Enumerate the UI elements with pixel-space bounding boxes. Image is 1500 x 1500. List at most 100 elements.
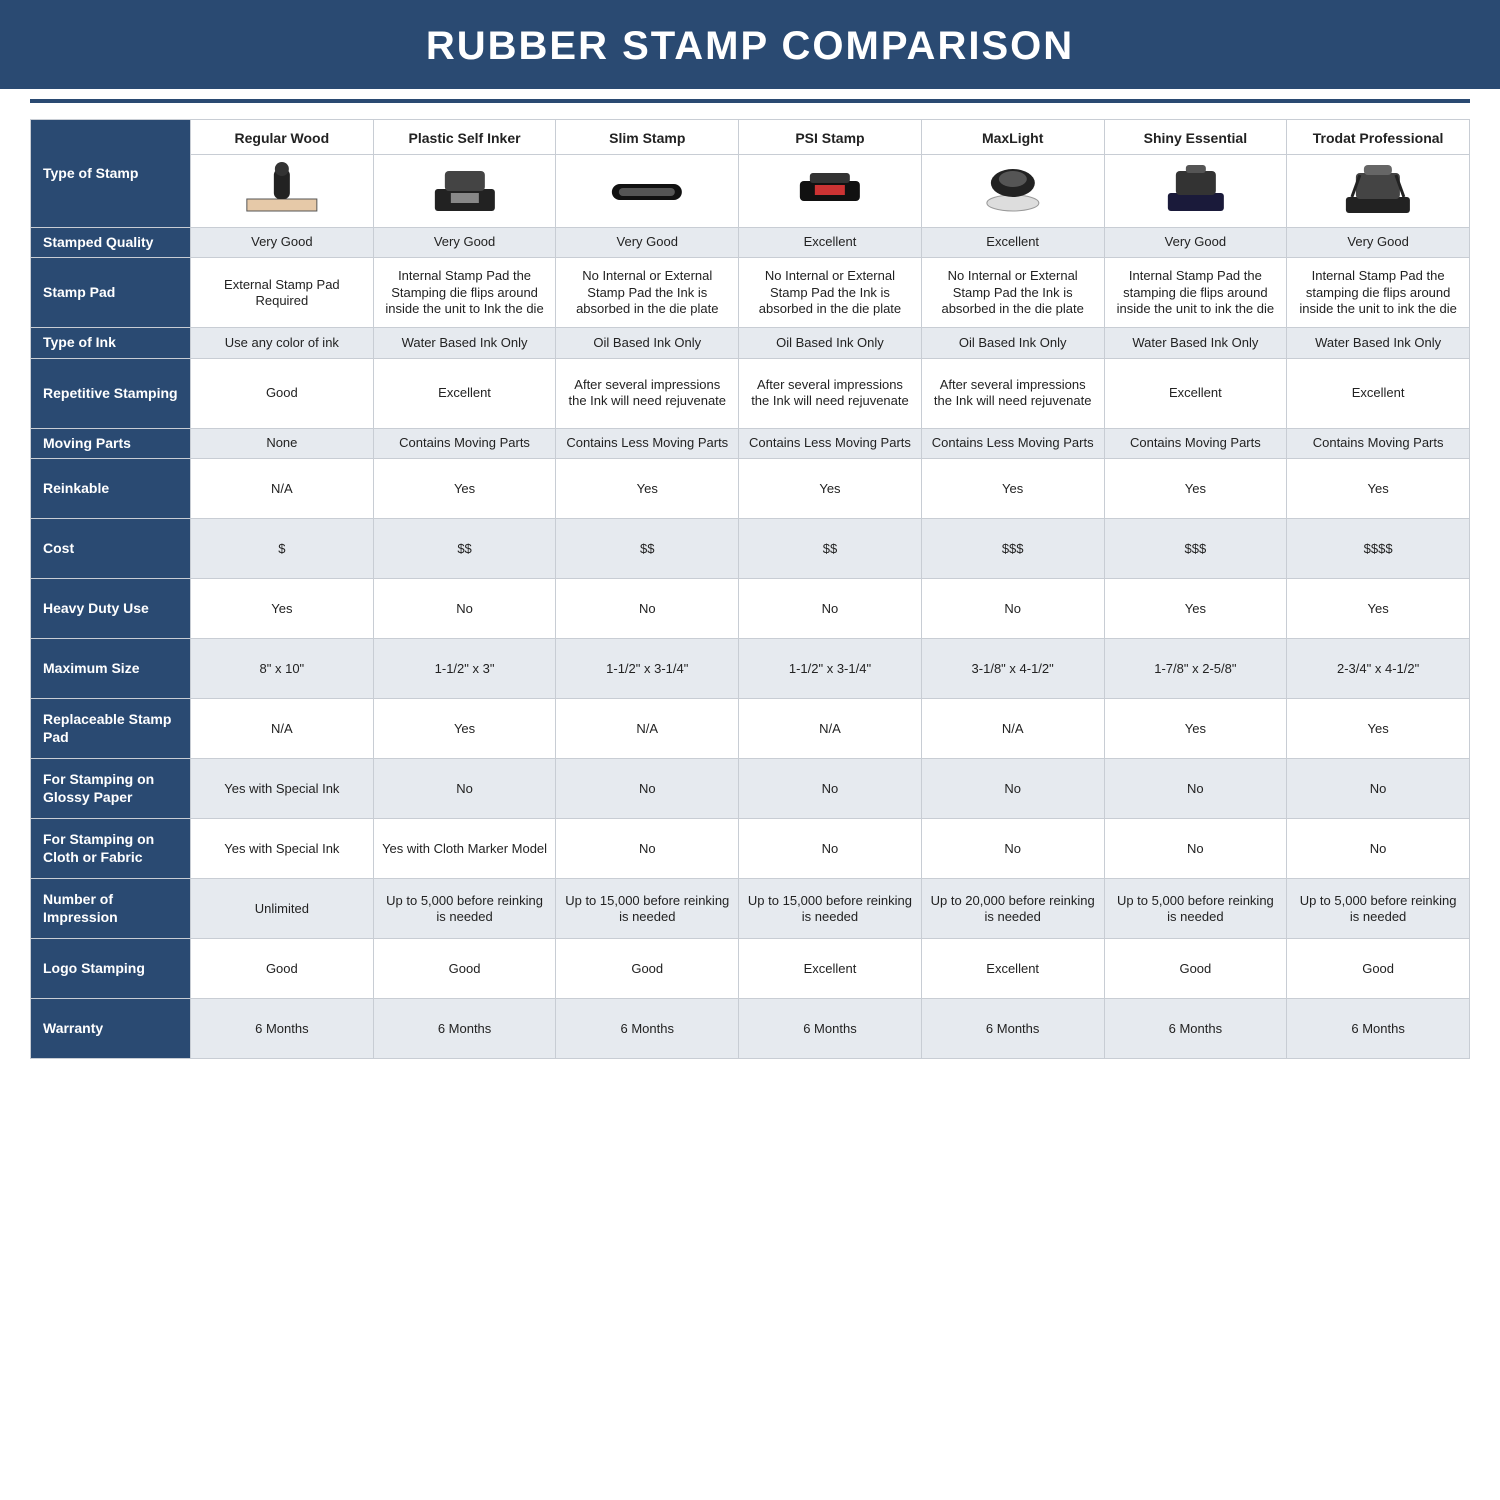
page-title: RUBBER STAMP COMPARISON: [0, 0, 1500, 89]
table-cell: Yes: [191, 579, 374, 639]
row-label: Maximum Size: [31, 639, 191, 699]
table-row: For Stamping on Cloth or FabricYes with …: [31, 819, 1470, 879]
table-row: Logo StampingGoodGoodGoodExcellentExcell…: [31, 939, 1470, 999]
table-cell: No: [921, 579, 1104, 639]
table-cell: Up to 5,000 before reinking is needed: [1287, 879, 1470, 939]
table-cell: Yes: [1104, 579, 1287, 639]
table-cell: Excellent: [1287, 358, 1470, 428]
stamp-image-slim-stamp: [556, 154, 739, 227]
table-cell: No: [1104, 819, 1287, 879]
table-cell: No: [1104, 759, 1287, 819]
table-cell: Contains Moving Parts: [1287, 428, 1470, 459]
table-cell: $$: [556, 519, 739, 579]
table-cell: Very Good: [556, 227, 739, 258]
table-cell: 6 Months: [739, 999, 922, 1059]
table-cell: Contains Moving Parts: [1104, 428, 1287, 459]
table-cell: Oil Based Ink Only: [739, 328, 922, 359]
table-cell: Water Based Ink Only: [373, 328, 556, 359]
table-cell: No Internal or External Stamp Pad the In…: [739, 258, 922, 328]
table-cell: Excellent: [921, 227, 1104, 258]
table-cell: No: [556, 819, 739, 879]
row-label: Stamp Pad: [31, 258, 191, 328]
table-cell: Yes: [373, 459, 556, 519]
table-cell: N/A: [191, 699, 374, 759]
stamp-image-plastic-self-inker: [373, 154, 556, 227]
row-label: Cost: [31, 519, 191, 579]
table-cell: Yes with Special Ink: [191, 819, 374, 879]
table-cell: Yes: [556, 459, 739, 519]
table-row: Maximum Size8" x 10"1-1/2" x 3"1-1/2" x …: [31, 639, 1470, 699]
table-cell: 2-3/4" x 4-1/2": [1287, 639, 1470, 699]
table-cell: Good: [556, 939, 739, 999]
table-row: Heavy Duty UseYesNoNoNoNoYesYes: [31, 579, 1470, 639]
table-cell: Unlimited: [191, 879, 374, 939]
table-cell: N/A: [921, 699, 1104, 759]
table-cell: $$$$: [1287, 519, 1470, 579]
table-cell: Yes: [1287, 699, 1470, 759]
table-cell: N/A: [739, 699, 922, 759]
stamp-image-shiny-essential: [1104, 154, 1287, 227]
table-cell: Water Based Ink Only: [1104, 328, 1287, 359]
comparison-table-wrap: Type of Stamp Regular Wood Plastic Self …: [0, 119, 1500, 1059]
table-cell: 1-7/8" x 2-5/8": [1104, 639, 1287, 699]
table-cell: Very Good: [1287, 227, 1470, 258]
table-cell: $$$: [1104, 519, 1287, 579]
table-cell: Yes: [373, 699, 556, 759]
table-row: Stamped QualityVery GoodVery GoodVery Go…: [31, 227, 1470, 258]
table-row: For Stamping on Glossy PaperYes with Spe…: [31, 759, 1470, 819]
row-label: Logo Stamping: [31, 939, 191, 999]
table-cell: Contains Less Moving Parts: [556, 428, 739, 459]
table-cell: 6 Months: [921, 999, 1104, 1059]
col-head-6: Trodat Professional: [1287, 120, 1470, 155]
row-label: Reinkable: [31, 459, 191, 519]
table-row: Cost$$$$$$$$$$$$$$$$$: [31, 519, 1470, 579]
col-head-4: MaxLight: [921, 120, 1104, 155]
table-row: Warranty6 Months6 Months6 Months6 Months…: [31, 999, 1470, 1059]
table-cell: No: [739, 759, 922, 819]
table-cell: 6 Months: [1104, 999, 1287, 1059]
col-head-3: PSI Stamp: [739, 120, 922, 155]
row-label: For Stamping on Glossy Paper: [31, 759, 191, 819]
table-cell: N/A: [191, 459, 374, 519]
table-cell: 6 Months: [556, 999, 739, 1059]
table-cell: Oil Based Ink Only: [921, 328, 1104, 359]
table-cell: Excellent: [739, 227, 922, 258]
row-label: Repetitive Stamping: [31, 358, 191, 428]
table-cell: Up to 5,000 before reinking is needed: [373, 879, 556, 939]
row-label: For Stamping on Cloth or Fabric: [31, 819, 191, 879]
row-label: Number of Impression: [31, 879, 191, 939]
table-cell: Yes: [1104, 459, 1287, 519]
table-cell: No: [1287, 819, 1470, 879]
table-cell: Up to 20,000 before reinking is needed: [921, 879, 1104, 939]
table-cell: 1-1/2" x 3-1/4": [739, 639, 922, 699]
table-row: Replaceable Stamp PadN/AYesN/AN/AN/AYesY…: [31, 699, 1470, 759]
table-row: ReinkableN/AYesYesYesYesYesYes: [31, 459, 1470, 519]
table-cell: Excellent: [921, 939, 1104, 999]
table-row: Repetitive StampingGood Excellent After se…: [31, 358, 1470, 428]
table-cell: No: [739, 819, 922, 879]
table-cell: Yes: [1287, 579, 1470, 639]
row-label-type: Type of Stamp: [31, 120, 191, 228]
table-cell: $$: [373, 519, 556, 579]
table-cell: No: [373, 579, 556, 639]
table-cell: $$: [739, 519, 922, 579]
row-label: Stamped Quality: [31, 227, 191, 258]
table-cell: External Stamp Pad Required: [191, 258, 374, 328]
table-cell: Water Based Ink Only: [1287, 328, 1470, 359]
col-head-0: Regular Wood: [191, 120, 374, 155]
table-cell: $: [191, 519, 374, 579]
table-cell: Good: [191, 358, 374, 428]
table-cell: After several impressions the Ink will n…: [556, 358, 739, 428]
header-row: Type of Stamp Regular Wood Plastic Self …: [31, 120, 1470, 155]
table-cell: After several impressions the Ink will n…: [739, 358, 922, 428]
table-row: Number of ImpressionUnlimitedUp to 5,000…: [31, 879, 1470, 939]
col-head-2: Slim Stamp: [556, 120, 739, 155]
table-cell: No: [1287, 759, 1470, 819]
table-cell: After several impressions the Ink will n…: [921, 358, 1104, 428]
table-cell: Yes: [921, 459, 1104, 519]
table-cell: None: [191, 428, 374, 459]
table-cell: Excellent: [739, 939, 922, 999]
stamp-image-psi-stamp: [739, 154, 922, 227]
table-cell: Yes with Cloth Marker Model: [373, 819, 556, 879]
row-label: Moving Parts: [31, 428, 191, 459]
